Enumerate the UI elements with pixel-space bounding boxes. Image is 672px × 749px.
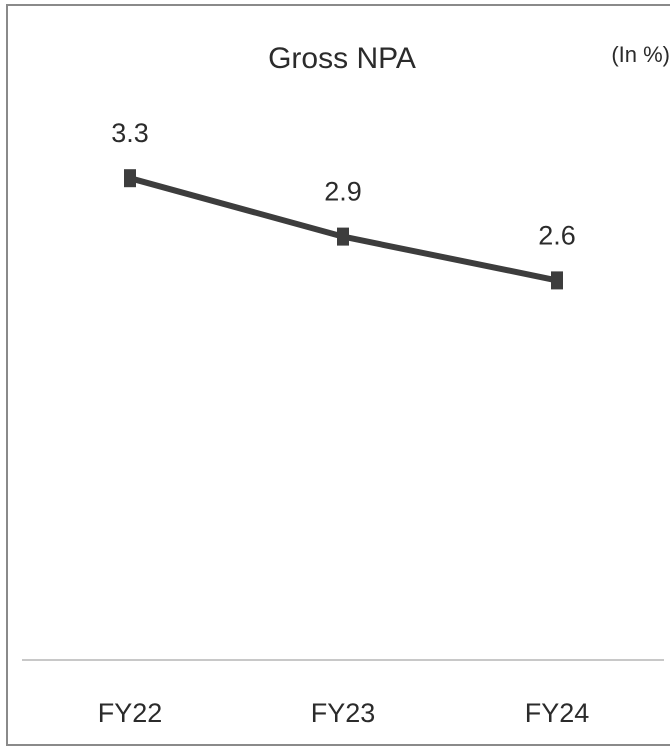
chart-title: Gross NPA xyxy=(268,42,416,75)
chart-marks: 3.3 2.9 2.6 xyxy=(111,118,576,290)
x-tick-label: FY23 xyxy=(311,698,376,728)
data-point-marker xyxy=(551,271,563,290)
unit-label: (In %) xyxy=(611,42,670,67)
data-label: 2.6 xyxy=(538,220,576,250)
data-label: 3.3 xyxy=(111,118,149,148)
x-tick-label: FY22 xyxy=(98,698,163,728)
chart-frame xyxy=(6,4,670,746)
data-point-marker xyxy=(337,227,349,246)
x-tick-label: FY24 xyxy=(525,698,590,728)
x-axis-ticks: FY22 FY23 FY24 xyxy=(98,698,590,728)
data-label: 2.9 xyxy=(324,177,362,207)
data-point-marker xyxy=(124,169,136,188)
